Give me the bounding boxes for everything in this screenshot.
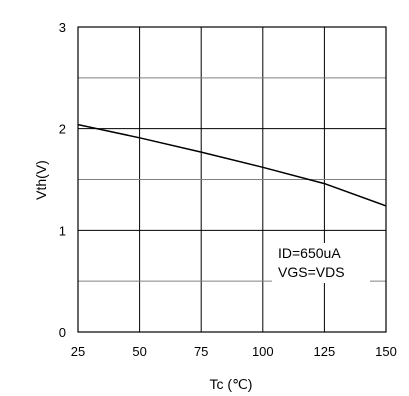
grid	[77, 26, 387, 333]
y-tick-label: 0	[59, 325, 66, 340]
x-tick-label: 50	[132, 344, 146, 359]
x-tick-label: 75	[194, 344, 208, 359]
series-line	[77, 123, 387, 207]
plot-frame	[77, 26, 387, 333]
x-tick-label: 25	[71, 344, 85, 359]
tick-labels: 25 50 75 100 125 150 0 1 2 3	[59, 20, 397, 359]
x-tick-label: 125	[314, 344, 336, 359]
annotation-current: ID=650uA	[278, 245, 341, 261]
series-line-layer	[77, 123, 387, 207]
annotation-condition: VGS=VDS	[278, 264, 345, 280]
x-axis-label: Tc (℃)	[210, 376, 253, 392]
y-axis-label: Vth(V)	[33, 160, 49, 200]
annotation-box	[272, 243, 370, 283]
y-tick-label: 2	[59, 122, 66, 137]
x-tick-label: 150	[375, 344, 397, 359]
x-tick-label: 100	[252, 344, 274, 359]
y-tick-label: 3	[59, 20, 66, 35]
y-tick-label: 1	[59, 223, 66, 238]
